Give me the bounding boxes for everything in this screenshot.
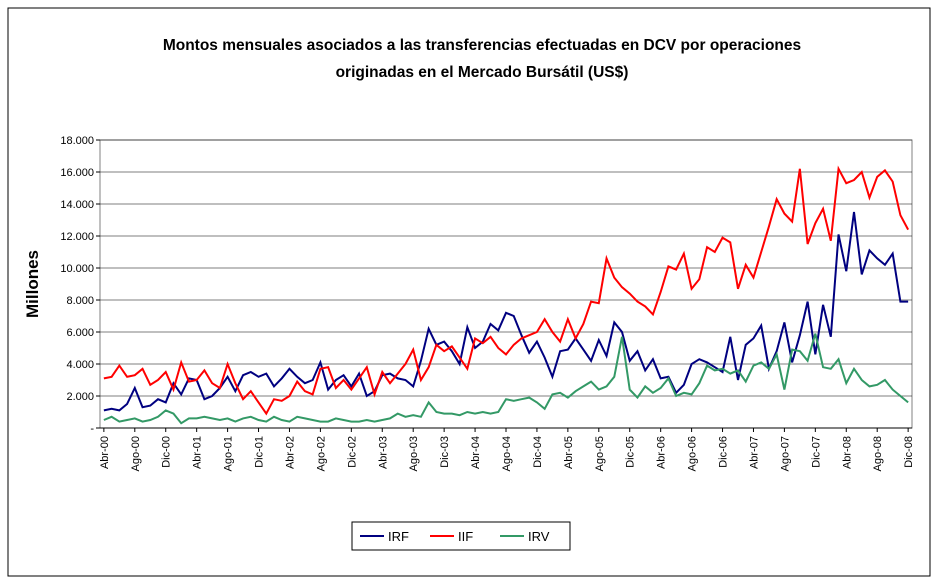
y-tick-label: 18.000 [60,135,94,147]
legend-label: IIF [458,529,473,544]
x-tick-label: Ago-07 [779,436,791,471]
chart-title: originadas en el Mercado Bursátil (US$) [336,64,629,81]
y-tick-label: 6.000 [66,327,94,339]
x-tick-label: Ago-04 [501,436,513,471]
x-tick-label: Dic-08 [903,436,915,468]
x-tick-label: Ago-05 [594,436,606,471]
chart-title: Montos mensuales asociados a las transfe… [163,37,801,54]
x-tick-label: Dic-06 [718,436,730,468]
x-tick-label: Dic-07 [810,436,822,468]
x-tick-label: Ago-01 [223,436,235,471]
series-line [103,211,909,412]
x-tick-label: Dic-02 [346,436,358,468]
x-tick-label: Abr-06 [656,436,668,469]
x-tick-label: Abr-04 [470,436,482,469]
x-tick-label: Abr-05 [563,436,575,469]
x-tick-label: Abr-07 [748,436,760,469]
x-tick-label: Ago-06 [687,436,699,471]
x-tick-label: Dic-05 [625,436,637,468]
series-line [103,165,910,416]
y-axis-label: Millones [23,250,42,318]
legend-label: IRV [528,529,550,544]
y-tick-label: 14.000 [60,199,94,211]
y-tick-label: 4.000 [66,359,94,371]
x-tick-label: Abr-01 [192,436,204,469]
x-tick-label: Ago-03 [408,436,420,471]
y-tick-label: - [90,423,94,435]
x-tick-label: Ago-08 [872,436,884,471]
x-tick-label: Dic-00 [161,436,173,468]
x-tick-label: Dic-01 [254,436,266,468]
y-tick-label: 10.000 [60,263,94,275]
y-tick-label: 8.000 [66,295,94,307]
x-tick-label: Abr-00 [99,436,111,469]
x-tick-label: Dic-03 [439,436,451,468]
legend-label: IRF [388,529,409,544]
y-tick-label: 12.000 [60,231,94,243]
legend [351,521,571,551]
series-line [103,333,909,425]
plot-area [99,139,913,429]
x-tick-label: Dic-04 [532,436,544,468]
x-tick-label: Abr-02 [284,436,296,469]
x-tick-label: Abr-03 [377,436,389,469]
y-tick-label: 16.000 [60,167,94,179]
x-tick-label: Ago-00 [130,436,142,471]
y-tick-label: 2.000 [66,391,94,403]
x-tick-label: Ago-02 [315,436,327,471]
x-tick-label: Abr-08 [841,436,853,469]
